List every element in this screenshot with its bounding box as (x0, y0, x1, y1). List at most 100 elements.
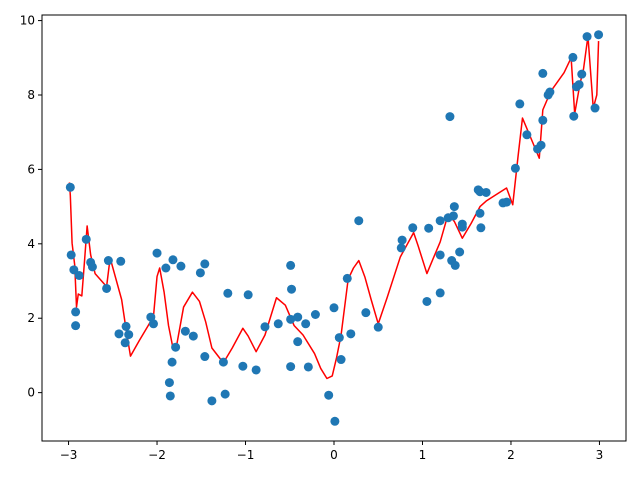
plot-area (42, 15, 626, 441)
scatter-point (165, 391, 175, 401)
scatter-point (435, 216, 445, 226)
scatter-point (361, 308, 371, 318)
scatter-point (342, 273, 352, 283)
scatter-point (87, 262, 97, 272)
scatter-point (590, 103, 600, 113)
scatter-point (116, 256, 126, 266)
scatter-point (293, 337, 303, 347)
x-tick-label: −2 (148, 448, 166, 462)
scatter-point (251, 365, 261, 375)
scatter-point (286, 362, 296, 372)
scatter-points-layer (65, 30, 604, 426)
x-tick-label: 1 (419, 448, 427, 462)
scatter-point (69, 265, 79, 275)
scatter-point (502, 197, 512, 207)
scatter-point (220, 389, 230, 399)
scatter-point (324, 390, 334, 400)
scatter-point (124, 330, 134, 340)
scatter-point (200, 259, 210, 269)
scatter-point (218, 357, 228, 367)
axes-background (42, 15, 626, 441)
scatter-point (66, 250, 76, 260)
scatter-point (448, 211, 458, 221)
scatter-point (577, 69, 587, 79)
scatter-point (74, 270, 84, 280)
scatter-point (161, 263, 171, 273)
scatter-point (102, 283, 112, 293)
scatter-point (176, 261, 186, 271)
scatter-point (408, 223, 418, 233)
series-line (68, 35, 600, 380)
scatter-point (510, 163, 520, 173)
scatter-point (207, 396, 217, 406)
scatter-point (574, 80, 584, 90)
scatter-point (435, 288, 445, 298)
scatter-point (354, 216, 364, 226)
scatter-point (538, 115, 548, 125)
axes: −3 −2 −1 0 1 2 3 0 2 4 6 8 10 (20, 14, 627, 462)
scatter-point (286, 260, 296, 270)
scatter-point (346, 329, 356, 339)
scatter-point (171, 342, 181, 352)
x-tick-label: 0 (330, 448, 338, 462)
scatter-point (121, 321, 131, 331)
scatter-point (538, 68, 548, 78)
scatter-point (243, 290, 253, 300)
scatter-point (445, 112, 455, 122)
scatter-point (114, 329, 124, 339)
scatter-point (568, 52, 578, 62)
scatter-point (167, 357, 177, 367)
scatter-point (330, 416, 340, 426)
scatter-point (476, 223, 486, 233)
scatter-point (594, 30, 604, 40)
fit-line-layer (68, 35, 600, 380)
scatter-point (293, 312, 303, 322)
scatter-point (481, 187, 491, 197)
scatter-point (310, 310, 320, 319)
scatter-point (152, 248, 162, 258)
scatter-point (164, 378, 174, 388)
x-tick-label: 3 (596, 448, 604, 462)
scatter-point (81, 234, 91, 244)
y-tick-label: 2 (27, 311, 35, 325)
scatter-point (515, 99, 525, 109)
scatter-point (195, 268, 205, 278)
scatter-point (168, 255, 178, 265)
scatter-point (148, 319, 158, 329)
y-tick-label: 6 (27, 162, 35, 176)
scatter-point (329, 303, 339, 313)
scatter-point (336, 355, 346, 365)
scatter-point (455, 247, 465, 257)
x-tick-label: −1 (237, 448, 255, 462)
scatter-point (435, 250, 445, 260)
scatter-point (545, 87, 555, 97)
scatter-point (223, 288, 233, 298)
scatter-point (522, 130, 532, 140)
scatter-point (65, 182, 75, 192)
scatter-point (260, 322, 270, 332)
scatter-point (180, 326, 190, 336)
scatter-point (303, 362, 313, 372)
scatter-point (450, 260, 460, 270)
scatter-point (475, 208, 485, 218)
scatter-point (287, 284, 297, 294)
scatter-point (396, 243, 406, 253)
scatter-point (273, 319, 283, 329)
scatter-point (397, 235, 407, 245)
y-tick-label: 8 (27, 88, 35, 102)
scatter-point (536, 140, 546, 150)
scatter-point (120, 338, 130, 348)
scatter-point (569, 111, 579, 121)
scatter-point (422, 296, 432, 306)
x-tick-label: −3 (60, 448, 78, 462)
scatter-point (373, 322, 383, 332)
scatter-point (200, 352, 210, 362)
scatter-point (334, 333, 344, 343)
x-tick-label: 2 (507, 448, 515, 462)
scatter-point (286, 314, 296, 324)
scatter-point (301, 319, 311, 329)
scatter-point (103, 256, 113, 266)
y-tick-label: 0 (27, 386, 35, 400)
scatter-point (582, 32, 592, 42)
